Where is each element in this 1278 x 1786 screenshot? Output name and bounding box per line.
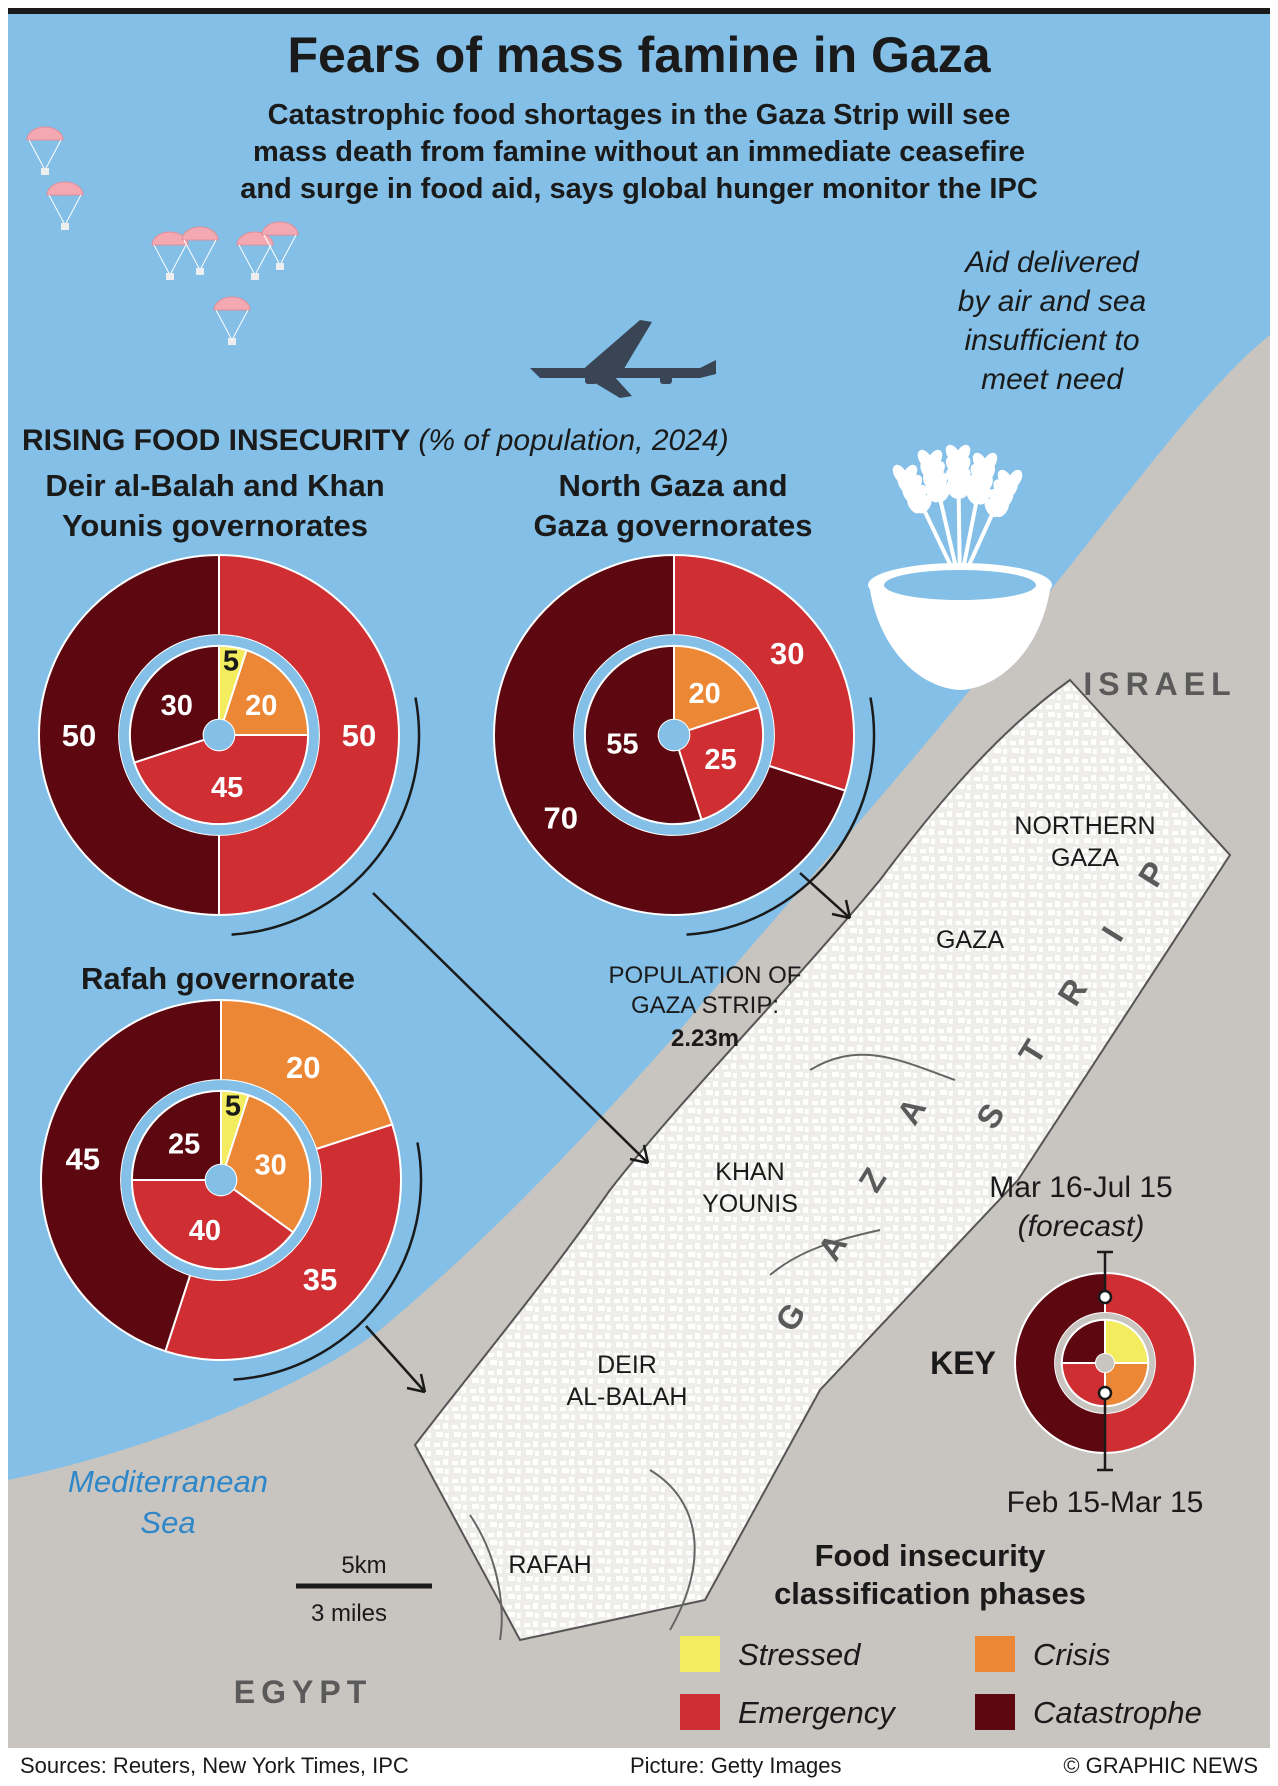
svg-text:3 miles: 3 miles — [311, 1600, 387, 1627]
footer-credit: © GRAPHIC NEWS — [1063, 1753, 1258, 1778]
slice-value-label: 50 — [342, 718, 376, 753]
population-label: GAZA STRIP: — [631, 992, 779, 1019]
footer-picture: Picture: Getty Images — [630, 1753, 842, 1778]
region-label-rafah: RAFAH — [508, 1551, 591, 1579]
aid-note-line: by air and sea — [958, 285, 1146, 318]
chart-title: Deir al-Balah and Khan — [45, 468, 384, 503]
key-label: KEY — [930, 1345, 996, 1381]
slice-value-label: 35 — [303, 1262, 337, 1297]
sea-label: Sea — [140, 1505, 195, 1540]
chart-title: North Gaza and — [558, 468, 787, 503]
slice-value-label: 5 — [223, 645, 239, 677]
chart-title: Gaza governorates — [533, 508, 812, 543]
donut-hole — [658, 719, 690, 751]
legend-title: Food insecurity — [815, 1538, 1047, 1573]
region-label-khan-younis: YOUNIS — [702, 1190, 798, 1218]
population-label: POPULATION OF — [609, 962, 802, 989]
section-heading: RISING FOOD INSECURITY (% of population, … — [22, 424, 729, 457]
page-title: Fears of mass famine in Gaza — [287, 27, 991, 83]
cargo-plane-icon — [530, 320, 716, 398]
governorate-borders — [469, 1053, 956, 1641]
subtitle-line: mass death from famine without an immedi… — [253, 136, 1025, 168]
scale-bar: 5km 3 miles — [296, 1552, 432, 1627]
donut-hole — [203, 719, 235, 751]
subtitle-line: Catastrophic food shortages in the Gaza … — [268, 99, 1011, 131]
key-pointers — [1097, 1250, 1113, 1472]
donut-chart-north-gaza-gaza: 30 70 20 25 55 — [493, 553, 855, 916]
slice-value-label: 70 — [544, 800, 578, 835]
key-inner-period: Feb 15-Mar 15 — [1007, 1486, 1204, 1519]
legend-item-catastrophe: Catastrophe — [1033, 1695, 1202, 1730]
slice-value-label: 45 — [211, 772, 243, 804]
legend-title: classification phases — [774, 1576, 1086, 1611]
subtitle-line: and surge in food aid, says global hunge… — [240, 173, 1038, 205]
gaza-strip-area — [413, 678, 1232, 1642]
chart-title: Younis governorates — [62, 508, 368, 543]
slice-value-label: 40 — [189, 1215, 221, 1247]
parachute-drops-illustration — [26, 126, 299, 345]
aid-note-line: insufficient to — [964, 324, 1139, 357]
top-rule — [8, 8, 1270, 14]
israel-label: ISRAEL — [1083, 666, 1236, 702]
bowl-wheat-icon — [868, 444, 1052, 690]
region-label-khan-younis: KHAN — [715, 1158, 784, 1186]
slice-value-label: 20 — [689, 678, 721, 710]
slice-value-label: 50 — [62, 718, 96, 753]
slice-value-label: 25 — [704, 744, 736, 776]
legend-swatch-crisis — [975, 1636, 1015, 1672]
legend-swatch-stressed — [680, 1636, 720, 1672]
footer-sources: Sources: Reuters, New York Times, IPC — [20, 1753, 409, 1778]
slice-value-label: 30 — [770, 636, 804, 671]
slice-value-label: 20 — [245, 690, 277, 722]
sea-label: Mediterranean — [68, 1464, 268, 1499]
key-donut-diagram — [1014, 1271, 1196, 1455]
donut-chart-rafah: 20 35 45 5 30 40 25 — [40, 998, 402, 1361]
slice-value-label: 5 — [225, 1090, 241, 1122]
region-label-deir-al-balah: AL-BALAH — [567, 1383, 688, 1411]
egypt-label: EGYPT — [234, 1674, 372, 1710]
legend-item-crisis: Crisis — [1033, 1637, 1111, 1672]
legend-swatch-catastrophe — [975, 1694, 1015, 1730]
region-label-northern-gaza: NORTHERN — [1014, 812, 1155, 840]
land — [8, 335, 1270, 1748]
region-label-deir-al-balah: DEIR — [597, 1351, 657, 1379]
region-label-gaza: GAZA — [936, 926, 1004, 954]
slice-value-label: 30 — [255, 1149, 287, 1181]
slice-value-label: 55 — [606, 729, 638, 761]
donut-hole — [205, 1164, 237, 1196]
aid-note-line: meet need — [981, 363, 1124, 396]
donut-chart-deir-al-balah-khan-younis: 50 50 520 45 30 — [38, 553, 400, 917]
slice-value-label: 30 — [161, 690, 193, 722]
population-value: 2.23m — [671, 1025, 739, 1052]
legend-item-stressed: Stressed — [738, 1637, 862, 1672]
slice-value-label: 20 — [286, 1050, 320, 1085]
region-label-northern-gaza: GAZA — [1051, 844, 1119, 872]
chart-title: Rafah governorate — [81, 961, 355, 996]
key-outer-note: (forecast) — [1018, 1210, 1145, 1243]
key-outer-period: Mar 16-Jul 15 — [989, 1171, 1172, 1204]
legend-swatch-emergency — [680, 1694, 720, 1730]
chart-arrows — [231, 697, 876, 1394]
slice-emergency — [673, 553, 855, 792]
aid-note-line: Aid delivered — [963, 246, 1140, 279]
slice-value-label: 25 — [168, 1129, 200, 1161]
legend-item-emergency: Emergency — [738, 1695, 897, 1730]
key-hole — [1096, 1354, 1114, 1372]
svg-text:5km: 5km — [341, 1552, 386, 1579]
slice-value-label: 45 — [66, 1141, 100, 1176]
